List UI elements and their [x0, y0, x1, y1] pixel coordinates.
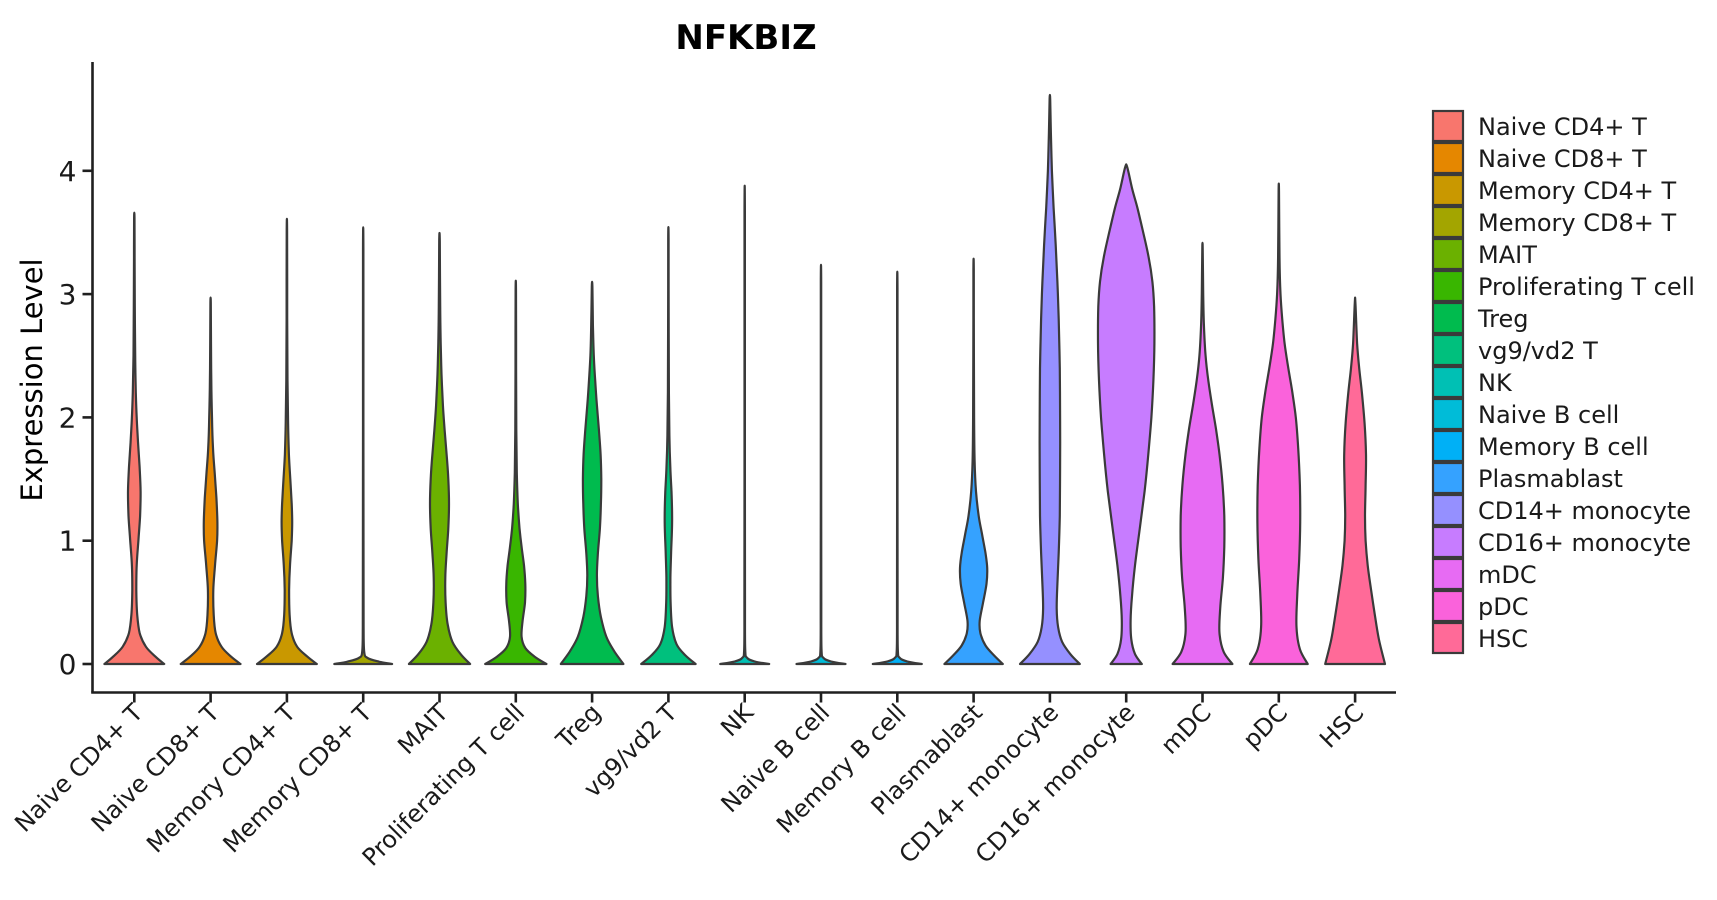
legend-item: Memory B cell — [1431, 429, 1649, 463]
violin-naive-cd4-t — [103, 211, 166, 666]
legend: Naive CD4+ T Naive CD8+ T Memory CD4+ T Mem… — [1431, 109, 1695, 655]
legend-item: NK — [1431, 365, 1513, 399]
legend-swatch — [1431, 397, 1465, 431]
legend-item: HSC — [1431, 621, 1528, 655]
legend-swatch — [1431, 333, 1465, 367]
y-tick-label: 0 — [59, 648, 77, 681]
legend-swatch — [1431, 205, 1465, 239]
chart-title: NFKBIZ — [675, 18, 816, 58]
legend-item-label: Memory CD8+ T — [1478, 209, 1676, 237]
legend-item-label: NK — [1478, 369, 1513, 397]
violin-naive-b-cell — [795, 263, 847, 666]
legend-item-label: mDC — [1478, 561, 1537, 589]
y-tick-label: 2 — [59, 401, 77, 434]
violin-vg9-vd2-t — [640, 225, 697, 666]
y-axis-ticks: 0 1 2 3 4 — [59, 155, 93, 681]
x-tick-label: MAIT — [392, 698, 454, 760]
legend-item: pDC — [1431, 589, 1528, 623]
violin-memory-b-cell — [871, 270, 923, 666]
violin-memory-cd8-t — [333, 226, 394, 666]
x-tick-label: Naive CD4+ T — [9, 698, 148, 837]
legend-swatch — [1431, 621, 1465, 655]
legend-item-label: CD16+ monocyte — [1478, 529, 1691, 557]
legend-swatch — [1431, 237, 1465, 271]
legend-swatch — [1431, 269, 1465, 303]
violin-cd14-monocyte — [1018, 93, 1081, 666]
legend-item-label: Naive CD4+ T — [1478, 113, 1647, 141]
legend-item-label: CD14+ monocyte — [1478, 497, 1691, 525]
violin-memory-cd4-t — [255, 217, 318, 666]
legend-swatch — [1431, 589, 1465, 623]
y-axis-title: Expression Level — [15, 258, 49, 501]
violin-proliferating-t-cell — [484, 279, 548, 666]
x-tick-label: pDC — [1238, 698, 1293, 753]
legend-item-label: HSC — [1478, 625, 1528, 653]
legend-item: Plasmablast — [1431, 461, 1623, 495]
legend-item: Treg — [1431, 301, 1528, 335]
violin-cd16-monocyte — [1096, 163, 1156, 666]
x-tick-label: Memory B cell — [771, 698, 911, 838]
legend-item: vg9/vd2 T — [1431, 333, 1598, 367]
x-tick-label: Naive CD8+ T — [86, 698, 225, 837]
legend-item: Memory CD4+ T — [1431, 173, 1676, 207]
violin-series — [103, 93, 1387, 666]
legend-item-label: Proliferating T cell — [1478, 273, 1695, 301]
legend-item-label: vg9/vd2 T — [1478, 337, 1598, 365]
legend-item-label: Memory CD4+ T — [1478, 177, 1676, 205]
legend-item: Memory CD8+ T — [1431, 205, 1676, 239]
legend-item: MAIT — [1431, 237, 1537, 271]
violin-mdc — [1171, 241, 1234, 666]
legend-item: CD14+ monocyte — [1431, 493, 1691, 527]
legend-item: CD16+ monocyte — [1431, 525, 1691, 559]
y-tick-label: 1 — [59, 525, 77, 558]
violin-hsc — [1324, 296, 1387, 666]
legend-item-label: Memory B cell — [1478, 433, 1649, 461]
legend-swatch — [1431, 429, 1465, 463]
legend-swatch — [1431, 525, 1465, 559]
violin-mait — [407, 231, 472, 666]
y-tick-label: 3 — [59, 278, 77, 311]
legend-item-label: pDC — [1478, 593, 1528, 621]
x-tick-label: mDC — [1155, 698, 1216, 759]
legend-swatch — [1431, 461, 1465, 495]
legend-item: mDC — [1431, 557, 1537, 591]
legend-swatch — [1431, 493, 1465, 527]
x-tick-label: Treg — [550, 698, 606, 754]
x-tick-label: NK — [715, 698, 760, 743]
legend-item-label: Naive CD8+ T — [1478, 145, 1647, 173]
y-tick-label: 4 — [59, 155, 77, 188]
legend-swatch — [1431, 173, 1465, 207]
legend-swatch — [1431, 365, 1465, 399]
legend-item-label: Treg — [1477, 305, 1528, 333]
violin-naive-cd8-t — [179, 296, 242, 666]
legend-item: Proliferating T cell — [1431, 269, 1695, 303]
legend-swatch — [1431, 109, 1465, 143]
legend-item: Naive B cell — [1431, 397, 1619, 431]
x-tick-label: HSC — [1314, 698, 1369, 753]
legend-item-label: MAIT — [1478, 241, 1537, 269]
legend-swatch — [1431, 301, 1465, 335]
legend-item: Naive CD4+ T — [1431, 109, 1647, 143]
legend-item: Naive CD8+ T — [1431, 141, 1647, 175]
violin-plasmablast — [943, 257, 1004, 666]
legend-item-label: Naive B cell — [1478, 401, 1619, 429]
violin-nk — [719, 184, 771, 666]
legend-item-label: Plasmablast — [1478, 465, 1623, 493]
violin-pdc — [1248, 182, 1309, 666]
legend-swatch — [1431, 557, 1465, 591]
legend-swatch — [1431, 141, 1465, 175]
violin-treg — [559, 280, 625, 666]
x-tick-label: Memory CD8+ T — [218, 698, 378, 858]
